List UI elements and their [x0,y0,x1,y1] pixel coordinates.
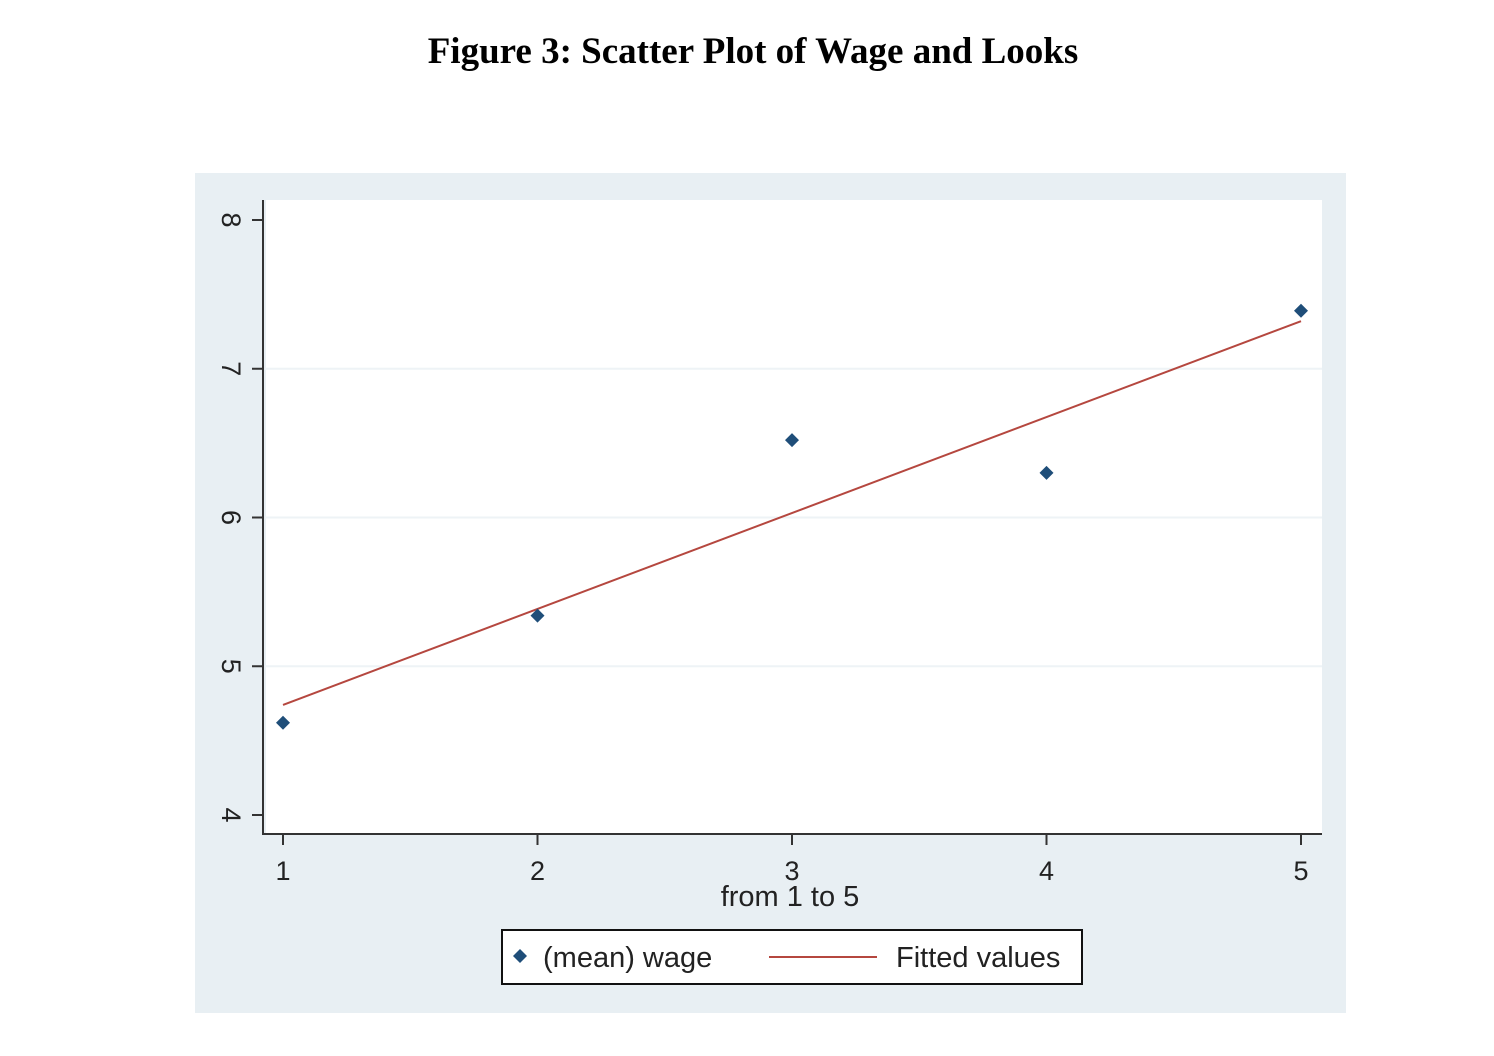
fit-line-group [282,320,1302,706]
data-point [1039,465,1054,480]
data-point [530,608,545,623]
x-tick-label: 2 [530,856,545,886]
x-tick-label: 1 [275,856,290,886]
y-tick-label: 8 [216,212,246,227]
y-tick-label: 4 [216,807,246,822]
scatter-points [276,303,1308,730]
figure-title: Figure 3: Scatter Plot of Wage and Looks [427,31,1079,72]
x-axis: 1 2 3 4 5 [262,833,1322,886]
gridlines [265,367,1322,668]
x-tick-label: 4 [1039,856,1054,886]
x-axis-title: from 1 to 5 [721,881,860,913]
y-axis: 4 5 6 7 8 [216,200,264,835]
x-tick-label: 3 [784,856,799,886]
legend-diamond-marker [513,949,527,963]
legend-label-fitted-values: Fitted values [896,942,1060,974]
fitted-values-line [282,320,1302,706]
data-point [785,433,799,448]
legend: (mean) wage Fitted values [501,929,1083,985]
legend-label-mean-wage: (mean) wage [543,942,712,974]
y-tick-label: 7 [216,361,246,376]
y-tick-label: 5 [216,659,246,674]
data-point [1294,303,1308,318]
y-tick-label: 6 [216,510,246,525]
data-point [276,715,290,730]
x-tick-label: 5 [1293,856,1308,886]
